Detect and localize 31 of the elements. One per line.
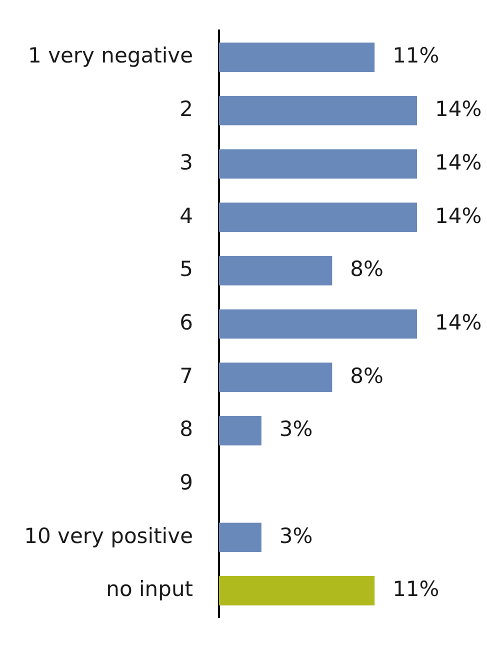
y-tick-label: 10 very positive — [24, 524, 193, 548]
bar — [219, 96, 417, 126]
data-label: 14% — [435, 97, 482, 122]
data-label: 14% — [435, 150, 482, 174]
data-label: 3% — [279, 524, 313, 548]
y-tick-label: 9 — [180, 470, 193, 494]
y-tick-label: 3 — [180, 150, 193, 174]
bar — [219, 522, 262, 552]
bar — [219, 42, 375, 72]
bar — [219, 149, 417, 179]
y-tick-label: 8 — [180, 417, 193, 442]
y-tick-label: 7 — [180, 364, 193, 388]
bar — [219, 309, 417, 339]
data-label: 8% — [350, 257, 384, 282]
bar — [219, 576, 375, 606]
data-label: 11% — [392, 577, 440, 602]
y-tick-label: 2 — [180, 97, 193, 122]
data-label: 3% — [279, 417, 313, 442]
y-tick-label: 1 very negative — [28, 44, 193, 68]
data-label: 11% — [392, 44, 440, 68]
y-tick-label: 4 — [180, 204, 193, 228]
bar — [219, 362, 332, 392]
data-label: 14% — [435, 204, 482, 228]
y-tick-label: 6 — [180, 310, 193, 334]
y-tick-label: no input — [106, 577, 193, 602]
data-label: 14% — [435, 310, 482, 334]
bar — [219, 202, 417, 232]
data-label: 8% — [350, 364, 384, 388]
bar — [219, 256, 332, 286]
y-tick-label: 5 — [180, 257, 193, 282]
bar — [219, 416, 262, 446]
